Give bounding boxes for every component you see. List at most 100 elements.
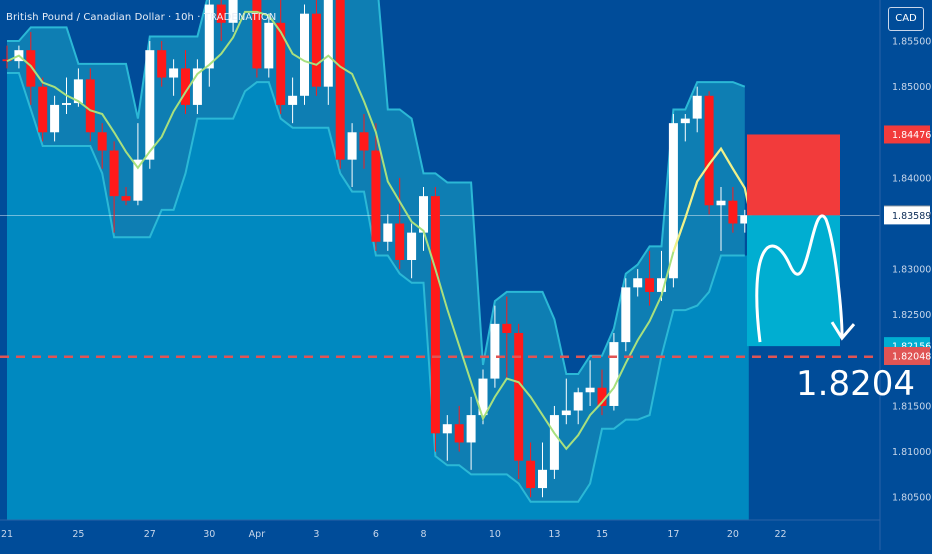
x-tick-label: 25 — [72, 529, 84, 540]
x-tick-label: 20 — [727, 529, 739, 540]
candle-up — [585, 387, 595, 393]
candle-down — [430, 196, 440, 434]
candle-down — [121, 196, 131, 201]
target-level-price-label-text: 1.82048 — [892, 351, 931, 362]
candle-up — [633, 278, 643, 288]
candle-down — [157, 50, 167, 78]
candle-up — [561, 410, 571, 416]
x-tick-label: 30 — [203, 529, 215, 540]
candle-down — [38, 86, 48, 133]
stop-loss-zone — [747, 134, 840, 216]
x-tick-label: 13 — [548, 529, 560, 540]
candle-down — [728, 200, 738, 224]
candle-down — [395, 223, 405, 260]
candle-down — [645, 278, 655, 292]
projection-arrowhead — [830, 321, 856, 341]
candle-up — [50, 104, 60, 133]
candle-down — [704, 95, 714, 206]
last-price-price-label-text: 1.83589 — [892, 211, 931, 222]
candle-up — [347, 132, 357, 160]
target-price-label: 1.8204 — [796, 364, 915, 404]
y-tick-label: 1.82500 — [892, 310, 931, 321]
candle-down — [216, 4, 226, 23]
candle-up — [383, 223, 393, 242]
candle-up — [419, 196, 428, 233]
candle-up — [657, 278, 666, 292]
candle-down — [371, 150, 381, 242]
candle-up — [407, 232, 417, 260]
candle-up — [466, 415, 476, 443]
last-price-price-label-box — [884, 206, 930, 225]
lower-area-fill — [7, 72, 749, 520]
candle-down — [109, 150, 119, 197]
projection-curve — [755, 214, 844, 343]
candle-up — [549, 415, 559, 470]
candle-up — [442, 424, 452, 434]
candle-down — [502, 323, 512, 333]
candle-down — [359, 132, 369, 151]
last-price-price-label: 1.83589 — [884, 206, 931, 225]
candle-up — [323, 0, 333, 87]
candle-up — [73, 79, 83, 104]
candle-down — [335, 0, 345, 160]
x-tick-label: 3 — [313, 529, 319, 540]
candles-group — [2, 0, 750, 498]
candle-up — [133, 159, 143, 201]
candle-up — [478, 378, 488, 416]
y-tick-label: 1.81500 — [892, 401, 931, 412]
candle-up — [740, 215, 750, 224]
y-tick-label: 1.80500 — [892, 493, 931, 504]
candle-down — [252, 0, 262, 69]
candle-up — [716, 200, 726, 206]
stop-loss-price-label-text: 1.84476 — [892, 130, 931, 141]
candle-down — [514, 332, 524, 461]
candle-up — [300, 13, 309, 96]
x-tick-label: 8 — [420, 529, 426, 540]
y-tick-label: 1.83000 — [892, 265, 931, 276]
candle-down — [311, 13, 321, 87]
candle-up — [228, 0, 238, 23]
candle-up — [621, 287, 631, 343]
take-profit-zone — [747, 215, 840, 347]
candle-down — [276, 22, 286, 105]
candle-down — [597, 387, 607, 406]
x-tick-label: 15 — [596, 529, 608, 540]
x-tick-label: 10 — [489, 529, 501, 540]
candle-up — [490, 323, 500, 379]
target-level-price-label-box — [884, 346, 930, 365]
candle-down — [454, 424, 464, 443]
x-tick-label: 27 — [144, 529, 156, 540]
candle-up — [145, 50, 155, 160]
target-level-price-label: 1.82048 — [884, 346, 931, 365]
y-tick-label: 1.85500 — [892, 37, 931, 48]
candle-down — [526, 460, 536, 489]
moving-average-line — [6, 10, 746, 451]
candle-up — [192, 68, 202, 105]
candle-up — [204, 4, 214, 69]
y-tick-label: 1.84000 — [892, 173, 931, 184]
x-tick-label: 6 — [373, 529, 379, 540]
stop-loss-price-label: 1.84476 — [884, 125, 931, 144]
candle-up — [692, 95, 702, 119]
candle-down — [97, 132, 107, 151]
x-tick-label: 22 — [774, 529, 786, 540]
candle-up — [538, 469, 547, 489]
moving-average-tail — [672, 146, 752, 253]
candle-up — [62, 103, 71, 105]
candle-up — [680, 118, 690, 124]
y-tick-label: 1.81000 — [892, 447, 931, 458]
stop-loss-price-label-box — [884, 125, 930, 144]
x-tick-label: Apr — [249, 529, 266, 540]
candle-down — [85, 79, 95, 133]
candle-up — [609, 342, 619, 406]
lower-band-line — [7, 71, 745, 503]
chart-title: British Pound / Canadian Dollar · 10h · … — [6, 12, 277, 23]
currency-button[interactable]: CAD — [888, 7, 924, 31]
candle-up — [573, 392, 583, 411]
candle-up — [668, 123, 678, 279]
x-tick-label: 21 — [1, 529, 13, 540]
x-tick-label: 17 — [667, 529, 679, 540]
candle-up — [264, 22, 274, 69]
